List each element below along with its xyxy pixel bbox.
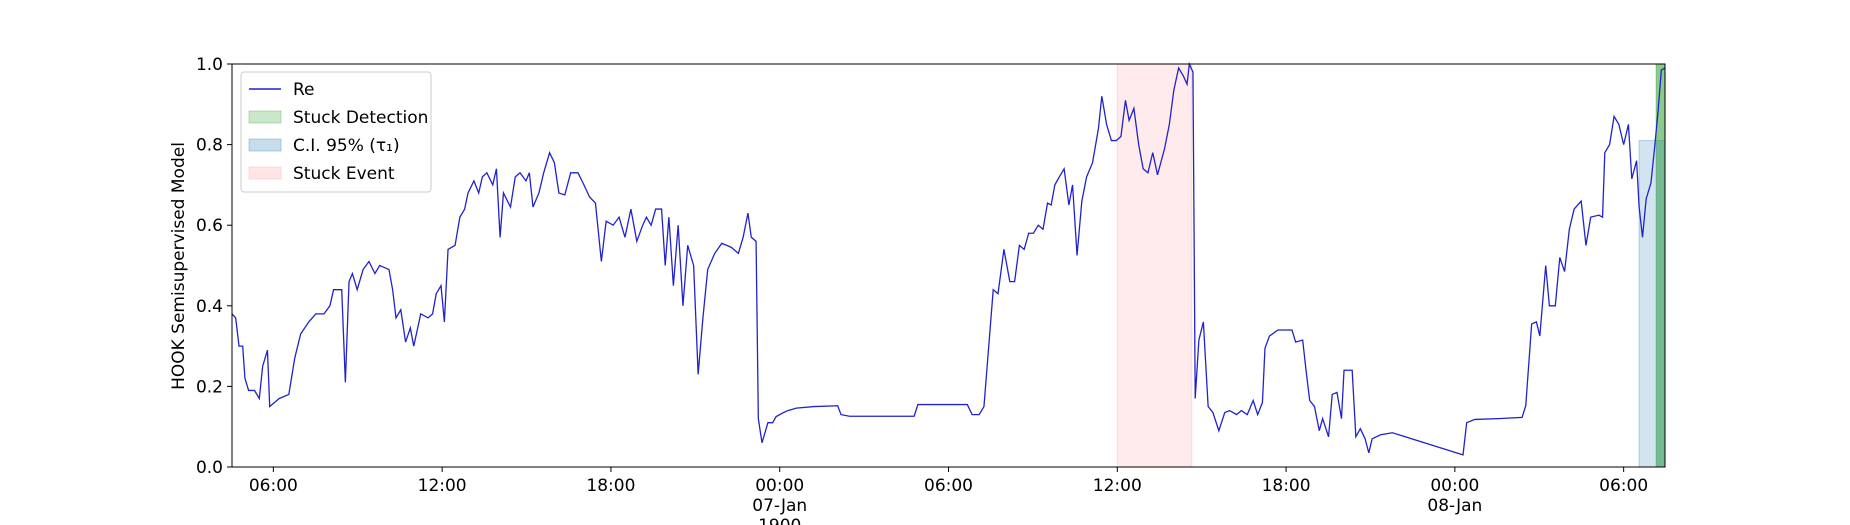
x-tick-label: 06:00 [924, 476, 973, 496]
x-tick-label: 18:00 [1262, 476, 1311, 496]
legend-swatch [248, 166, 282, 180]
y-tick-label: 0.2 [196, 377, 223, 397]
band [1116, 63, 1193, 468]
x-tick-label: 12:00 [418, 476, 467, 496]
x-tick-label: 06:00 [1599, 476, 1648, 496]
x-tick-label: 18:00 [586, 476, 635, 496]
legend-swatch [248, 110, 282, 124]
legend-swatch [248, 138, 282, 152]
legend-label: Re [293, 80, 315, 100]
y-tick-label: 0.4 [196, 297, 223, 317]
y-tick-label: 0.0 [196, 458, 223, 478]
legend-label: Stuck Event [293, 164, 395, 184]
legend-label: C.I. 95% (τ₁) [293, 136, 400, 156]
data-line [231, 61, 1666, 456]
y-tick-label: 0.8 [196, 136, 223, 156]
x-tick-label: 12:00 [1093, 476, 1142, 496]
legend-box [240, 71, 432, 193]
y-tick-label: 1.0 [196, 55, 223, 75]
y-axis-label: HOOK Semisupervised Model [169, 142, 189, 390]
band [1638, 140, 1666, 468]
x-tick-label: 06:00 [249, 476, 298, 496]
y-tick-label: 0.6 [196, 216, 223, 236]
x-tick-label: 00:00 08-Jan [1427, 476, 1482, 516]
legend-label: Stuck Detection [293, 108, 428, 128]
